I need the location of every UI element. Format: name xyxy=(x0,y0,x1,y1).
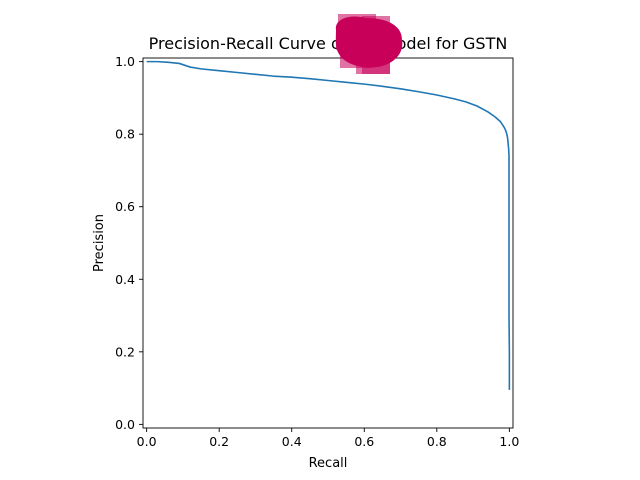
y-tick-label: 1.0 xyxy=(115,54,135,69)
redaction-blob xyxy=(335,14,403,74)
axes-frame xyxy=(142,57,514,429)
x-tick-label: 0.8 xyxy=(427,434,447,449)
x-tick-label: 0.6 xyxy=(354,434,374,449)
y-axis-label: Precision xyxy=(92,214,107,272)
x-tick-label: 0.2 xyxy=(209,434,229,449)
x-axis-label: Recall xyxy=(309,456,348,471)
x-tick-label: 0.4 xyxy=(282,434,302,449)
plot-area: 0.0 0.2 0.4 0.6 0.8 1.0 0.0 0.2 0.4 0.6 0.8 1.0 xyxy=(115,54,519,449)
x-tick-label: 0.0 xyxy=(137,434,157,449)
series-line-0 xyxy=(146,60,511,390)
y-tick-label: 0.6 xyxy=(115,199,135,214)
y-tick-label: 0.0 xyxy=(115,417,135,432)
redaction-scribble xyxy=(335,16,403,68)
x-tick-label: 1.0 xyxy=(499,434,519,449)
y-tick-label: 0.4 xyxy=(115,272,135,287)
y-tick-label: 0.2 xyxy=(115,344,135,359)
chart-title: Precision-Recall Curve of the Model for … xyxy=(149,34,508,53)
y-tick-label: 0.8 xyxy=(115,127,135,142)
